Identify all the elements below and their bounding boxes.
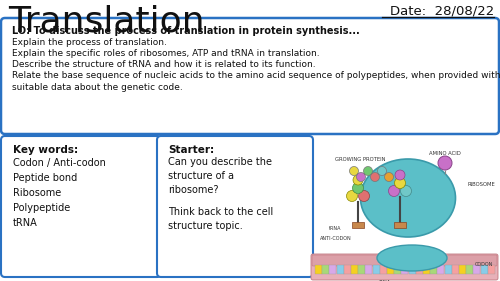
Bar (480, 265, 488, 274)
Bar (488, 265, 494, 274)
Ellipse shape (360, 159, 456, 237)
Bar (474, 265, 480, 274)
Bar (387, 265, 394, 274)
Circle shape (378, 167, 386, 176)
Circle shape (370, 173, 380, 182)
Bar (423, 265, 430, 274)
Text: Explain the process of translation.: Explain the process of translation. (12, 38, 167, 47)
Text: RIBOSOME: RIBOSOME (468, 182, 496, 187)
Text: Relate the base sequence of nucleic acids to the amino acid sequence of polypept: Relate the base sequence of nucleic acid… (12, 71, 500, 92)
Circle shape (346, 191, 358, 201)
Text: ANTI-CODON: ANTI-CODON (320, 235, 352, 241)
Circle shape (394, 178, 406, 189)
Bar (438, 265, 444, 274)
FancyBboxPatch shape (1, 136, 161, 277)
Text: Can you describe the
structure of a
ribosome?: Can you describe the structure of a ribo… (168, 157, 272, 195)
Text: Date:  28/08/22: Date: 28/08/22 (390, 4, 494, 17)
Text: LO: To discuss the process of translation in protein synthesis...: LO: To discuss the process of translatio… (12, 26, 360, 36)
Circle shape (400, 185, 411, 196)
Text: Describe the structure of tRNA and how it is related to its function.: Describe the structure of tRNA and how i… (12, 60, 316, 69)
Bar (416, 265, 422, 274)
Bar (322, 265, 329, 274)
Text: AMINO ACID: AMINO ACID (429, 151, 461, 156)
Circle shape (388, 185, 400, 196)
Bar (466, 265, 473, 274)
Text: Translation: Translation (8, 5, 204, 39)
Text: mRNA: mRNA (375, 280, 391, 281)
Bar (372, 265, 380, 274)
Bar (366, 265, 372, 274)
Circle shape (438, 156, 452, 170)
Text: Explain the specific roles of ribosomes, ATP and tRNA in translation.: Explain the specific roles of ribosomes,… (12, 49, 320, 58)
Ellipse shape (377, 245, 447, 271)
Circle shape (352, 182, 364, 194)
Bar (444, 265, 452, 274)
FancyBboxPatch shape (1, 18, 499, 134)
Bar (344, 265, 350, 274)
Circle shape (356, 173, 366, 182)
Bar (352, 222, 364, 228)
Text: tRNA: tRNA (13, 218, 38, 228)
Circle shape (395, 170, 405, 180)
Bar (430, 265, 437, 274)
Text: Think back to the cell
structure topic.: Think back to the cell structure topic. (168, 207, 273, 231)
Text: Polypeptide: Polypeptide (13, 203, 70, 213)
FancyBboxPatch shape (312, 255, 497, 266)
Text: CODON: CODON (475, 262, 493, 268)
Bar (459, 265, 466, 274)
Bar (330, 265, 336, 274)
Text: Peptide bond: Peptide bond (13, 173, 77, 183)
FancyBboxPatch shape (311, 254, 498, 280)
Bar (408, 265, 416, 274)
Text: GROWING PROTEIN: GROWING PROTEIN (335, 157, 385, 162)
Circle shape (358, 191, 370, 201)
Bar (452, 265, 458, 274)
Bar (394, 265, 401, 274)
Text: Key words:: Key words: (13, 145, 78, 155)
Text: Starter:: Starter: (168, 145, 214, 155)
Bar (336, 265, 344, 274)
Text: Ribosome: Ribosome (13, 188, 61, 198)
FancyBboxPatch shape (157, 136, 313, 277)
Text: Codon / Anti-codon: Codon / Anti-codon (13, 158, 106, 168)
Circle shape (364, 167, 372, 176)
Bar (402, 265, 408, 274)
Bar (351, 265, 358, 274)
Text: tRNA: tRNA (329, 225, 341, 230)
Circle shape (350, 167, 358, 176)
Circle shape (353, 175, 363, 185)
Bar (380, 265, 386, 274)
Circle shape (384, 173, 394, 182)
Bar (315, 265, 322, 274)
Bar (394, 222, 406, 228)
Bar (358, 265, 365, 274)
